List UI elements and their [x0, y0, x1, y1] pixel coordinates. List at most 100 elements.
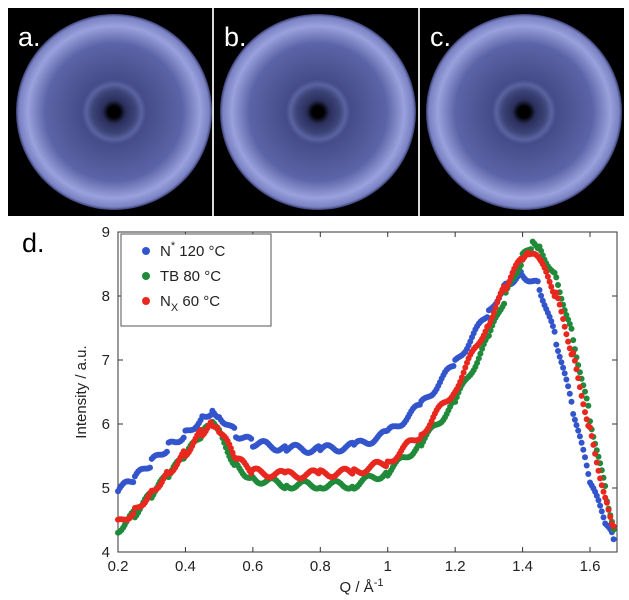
data-point: [582, 454, 588, 461]
data-point: [458, 374, 465, 381]
data-point: [180, 434, 187, 441]
data-point: [555, 348, 561, 354]
data-point: [570, 411, 577, 417]
data-point: [482, 328, 489, 335]
data-point: [457, 378, 464, 385]
data-point: [573, 366, 580, 373]
data-point: [603, 499, 610, 506]
panel-label-b: b.: [224, 22, 247, 52]
data-point: [490, 309, 497, 316]
diffraction-panel-b: b.: [214, 8, 418, 216]
data-point: [575, 427, 582, 434]
data-point: [593, 492, 600, 499]
legend-marker: [142, 297, 150, 305]
y-tick-label: 6: [102, 416, 110, 433]
legend-entry-label: N* 120 °C: [160, 240, 225, 260]
y-tick-label: 9: [102, 224, 110, 241]
data-point: [548, 283, 555, 290]
diffraction-pattern-c: [426, 14, 622, 210]
data-point: [538, 247, 545, 254]
data-point: [551, 269, 558, 276]
data-point: [578, 439, 585, 446]
data-point: [580, 401, 587, 408]
data-point: [538, 292, 545, 299]
data-point: [452, 398, 459, 405]
diffraction-pattern-a: [16, 14, 212, 210]
legend-entry-label: TB 80 °C: [160, 268, 221, 285]
data-point: [479, 345, 486, 352]
data-point: [585, 402, 592, 409]
data-point: [563, 376, 570, 383]
x-tick-label: 0.8: [310, 558, 331, 575]
data-point: [570, 350, 577, 356]
data-point: [565, 383, 572, 390]
data-point: [553, 289, 560, 296]
data-point: [583, 462, 590, 469]
data-point: [563, 312, 570, 318]
data-point: [553, 341, 560, 348]
data-point: [494, 299, 501, 306]
data-point: [555, 282, 561, 288]
data-point: [566, 390, 573, 397]
data-point: [595, 497, 602, 504]
data-point: [549, 323, 556, 330]
data-point: [597, 475, 604, 482]
data-point: [578, 392, 585, 399]
data-point: [229, 449, 236, 456]
data-point: [565, 338, 572, 345]
data-point: [605, 506, 612, 513]
data-point: [558, 359, 565, 366]
data-point: [598, 508, 605, 515]
panel-divider: [418, 8, 420, 216]
data-point: [163, 448, 170, 455]
data-point: [551, 328, 558, 335]
y-tick-label: 7: [102, 352, 110, 369]
data-point: [571, 357, 578, 364]
data-point: [583, 416, 590, 423]
x-axis-label-superscript: -1: [374, 577, 384, 589]
data-point: [585, 471, 592, 477]
data-point: [248, 435, 255, 442]
x-tick-label: 1.4: [512, 558, 533, 575]
x-tick-label: 0.4: [175, 558, 196, 575]
legend-entry-label: NX 60 °C: [160, 293, 220, 314]
data-point: [558, 308, 565, 315]
data-point: [147, 464, 153, 471]
plot-frame: [117, 231, 618, 553]
data-point: [600, 514, 607, 521]
data-point: [576, 384, 583, 391]
diffraction-panel-c: c.: [420, 8, 624, 216]
legend-marker: [142, 247, 150, 255]
x-tick-label: 1.2: [445, 558, 466, 575]
data-point: [587, 424, 593, 431]
data-point: [556, 301, 563, 308]
data-point: [484, 314, 491, 321]
data-point: [489, 314, 496, 321]
data-point: [575, 375, 582, 382]
diffraction-panel-a: a.: [8, 8, 212, 216]
panel-label-c: c.: [430, 22, 452, 52]
data-point: [561, 370, 568, 377]
data-point: [475, 355, 482, 362]
data-point: [477, 350, 484, 357]
data-point: [595, 467, 602, 474]
data-point: [485, 332, 492, 339]
data-point: [492, 304, 499, 311]
data-point: [563, 331, 570, 338]
data-point: [534, 278, 541, 285]
data-point: [610, 523, 617, 530]
data-point: [544, 273, 551, 280]
y-tick-label: 4: [102, 544, 110, 561]
data-point: [571, 416, 578, 423]
data-point: [607, 514, 614, 520]
data-point: [583, 395, 590, 402]
data-point: [597, 502, 604, 509]
y-tick-label: 5: [102, 480, 110, 497]
data-point: [598, 482, 605, 489]
data-point: [501, 300, 508, 307]
y-tick-label: 8: [102, 288, 110, 305]
data-point: [568, 398, 575, 405]
data-point: [590, 441, 597, 448]
data-point: [450, 363, 457, 369]
data-point: [214, 424, 221, 431]
